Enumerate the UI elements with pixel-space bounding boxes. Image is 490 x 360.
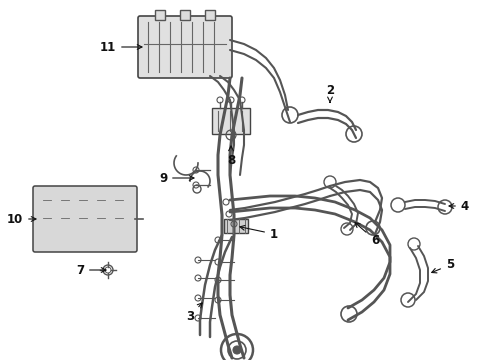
Text: 3: 3 xyxy=(186,303,202,323)
Text: 2: 2 xyxy=(326,84,334,102)
Bar xyxy=(94,193,108,245)
Text: 6: 6 xyxy=(355,222,379,247)
Bar xyxy=(212,108,250,134)
Circle shape xyxy=(233,346,241,354)
Bar xyxy=(76,193,90,245)
Text: 1: 1 xyxy=(240,225,278,240)
Bar xyxy=(224,219,248,233)
Bar xyxy=(180,10,190,20)
Bar xyxy=(40,193,54,245)
FancyBboxPatch shape xyxy=(138,16,232,78)
Text: 5: 5 xyxy=(432,258,454,273)
Bar xyxy=(58,193,72,245)
Text: 11: 11 xyxy=(100,41,142,54)
Text: 10: 10 xyxy=(7,212,36,225)
Text: 4: 4 xyxy=(449,199,469,212)
Bar xyxy=(155,10,165,20)
Bar xyxy=(112,193,126,245)
Text: 7: 7 xyxy=(76,264,106,276)
FancyBboxPatch shape xyxy=(33,186,137,252)
Bar xyxy=(205,10,215,20)
Text: 8: 8 xyxy=(227,146,235,166)
Text: 9: 9 xyxy=(159,171,194,185)
